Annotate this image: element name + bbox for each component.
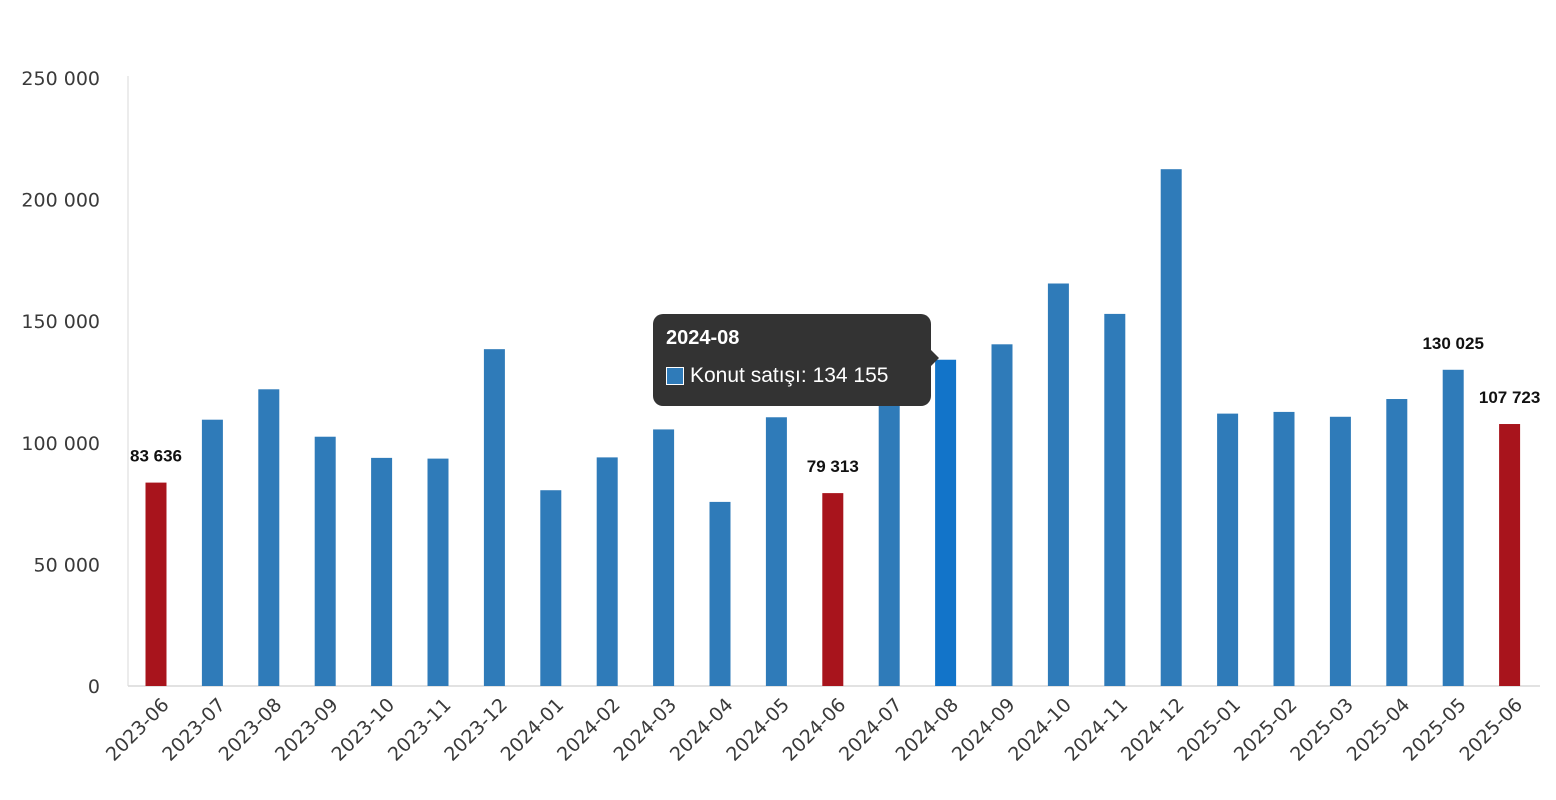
bar-2024-11[interactable]	[1104, 313, 1126, 686]
bar-2024-08[interactable]	[935, 359, 957, 686]
bar-2025-03[interactable]	[1329, 416, 1351, 686]
x-tick-label: 2025-06	[1455, 694, 1527, 766]
tooltip-series-value: Konut satışı: 134 155	[690, 364, 889, 387]
y-tick-label: 100 000	[21, 433, 100, 455]
bar-2025-01[interactable]	[1217, 413, 1239, 686]
bar-2024-02[interactable]	[596, 457, 618, 686]
data-label-2024-06: 79 313	[807, 457, 859, 476]
y-tick-label: 50 000	[34, 554, 100, 576]
bar-2023-12[interactable]	[483, 349, 505, 686]
y-tick-label: 0	[88, 676, 100, 698]
tooltip-series-swatch	[666, 367, 684, 385]
data-label-2025-05: 130 025	[1422, 334, 1483, 353]
y-tick-label: 250 000	[21, 68, 100, 90]
hover-tooltip: 2024-08 Konut satışı: 134 155	[653, 314, 939, 406]
bar-2023-07[interactable]	[201, 419, 223, 686]
bars	[145, 169, 1521, 686]
bar-2024-12[interactable]	[1160, 169, 1182, 686]
bar-2024-07[interactable]	[878, 384, 900, 686]
bar-2025-06[interactable]	[1499, 424, 1521, 686]
bar-2024-01[interactable]	[540, 490, 562, 686]
bar-2024-06[interactable]	[822, 493, 844, 686]
bar-2023-06[interactable]	[145, 482, 167, 686]
bar-2025-04[interactable]	[1386, 399, 1408, 686]
bar-2024-09[interactable]	[991, 344, 1013, 686]
y-tick-label: 150 000	[21, 311, 100, 333]
bar-2023-09[interactable]	[314, 436, 336, 686]
bar-2024-05[interactable]	[765, 417, 787, 686]
tooltip-title: 2024-08	[666, 327, 740, 349]
data-label-2023-06: 83 636	[130, 447, 182, 466]
data-label-2025-06: 107 723	[1479, 388, 1540, 407]
data-labels: 83 636 79 313 130 025 107 723	[130, 334, 1540, 476]
bar-2024-03[interactable]	[653, 429, 675, 686]
y-tick-label: 200 000	[21, 190, 100, 212]
bar-2025-02[interactable]	[1273, 411, 1295, 686]
bar-2024-10[interactable]	[1047, 283, 1069, 686]
bar-2023-10[interactable]	[371, 457, 393, 686]
bar-2023-08[interactable]	[258, 389, 280, 686]
tooltip-row: Konut satışı: 134 155	[666, 362, 918, 390]
bar-2024-04[interactable]	[709, 501, 731, 686]
bar-2025-05[interactable]	[1442, 369, 1464, 686]
bar-2023-11[interactable]	[427, 458, 449, 686]
